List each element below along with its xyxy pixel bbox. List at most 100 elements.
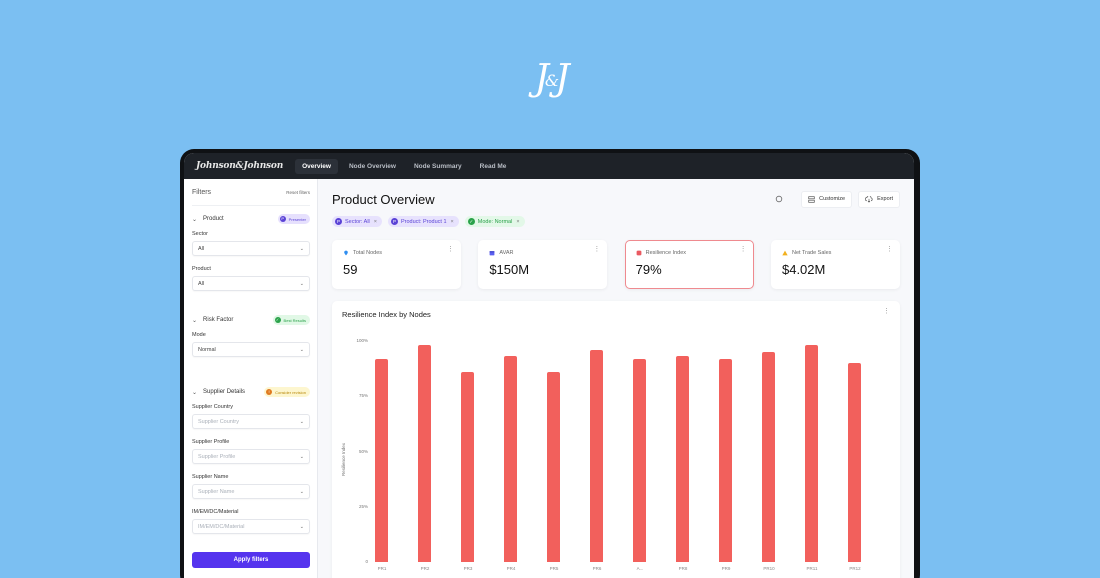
section-title: Product <box>203 216 224 222</box>
y-tick-label: 50% <box>358 448 368 454</box>
bar-pr9[interactable] <box>719 358 732 562</box>
y-tick-label: 100% <box>356 338 368 343</box>
product-label: Product <box>192 266 211 272</box>
badge-icon: P <box>279 216 286 222</box>
x-tick-label: PR3 <box>463 566 473 571</box>
kpi-net-trade-sales[interactable]: Net Trade Sales $4.02M ⋮ <box>770 240 900 289</box>
kpi-label: Net Trade Sales <box>791 250 832 256</box>
product-select[interactable]: All ⌄ <box>192 276 310 291</box>
bar-pr5[interactable] <box>547 371 560 562</box>
section-toggle-supplier-details[interactable]: ⌄ Supplier Details <box>192 389 245 396</box>
bar-pr1[interactable] <box>375 358 388 562</box>
reset-filters-link[interactable]: Reset filters <box>286 190 310 195</box>
main-content: Product Overview Customize Export <box>318 179 914 578</box>
supplier-profile-select[interactable]: Supplier Profile ⌄ <box>192 449 310 464</box>
x-tick-label: PR10 <box>763 566 775 571</box>
select-placeholder: Supplier Name <box>198 488 235 495</box>
kpi-label: AVAR <box>499 250 514 256</box>
bar-pr4[interactable] <box>504 356 517 562</box>
kpi-value: 59 <box>343 262 358 277</box>
chevron-down-icon: ⌄ <box>192 216 198 223</box>
section-toggle-product[interactable]: ⌄ Product <box>192 216 224 223</box>
customize-icon <box>808 195 815 203</box>
section-supplier-details: ⌄ Supplier Details ! Consider revision Su… <box>192 387 310 534</box>
resilience-chart-card: Resilience Index by Nodes ⋮ 0 25% 50% 75% 10… <box>332 301 900 578</box>
export-label: Export <box>877 196 893 202</box>
export-button[interactable]: Export <box>858 190 900 208</box>
select-placeholder: Supplier Profile <box>198 453 236 460</box>
supplier-country-label: Supplier Country <box>192 404 233 410</box>
bar-a[interactable] <box>633 358 646 562</box>
kpi-avar[interactable]: AVAR $150M ⋮ <box>478 240 608 289</box>
more-options-icon[interactable]: ⋮ <box>883 308 890 315</box>
search-button[interactable] <box>771 191 787 207</box>
kpi-cards: Total Nodes 59 ⋮ AVAR $150M ⋮ Resilience… <box>332 240 900 289</box>
supplier-country-select[interactable]: Supplier Country ⌄ <box>192 414 310 429</box>
mode-select[interactable]: Normal ⌄ <box>192 342 310 357</box>
x-tick-label: PR5 <box>549 566 559 571</box>
chevron-down-icon: ⌄ <box>192 389 198 396</box>
filter-chip-product: P Product: Product 1 × <box>387 216 459 227</box>
more-options-icon[interactable]: ⋮ <box>739 246 747 253</box>
bar-pr12[interactable] <box>848 363 861 562</box>
more-options-icon[interactable]: ⋮ <box>885 246 893 253</box>
warning-icon: ! <box>266 389 273 395</box>
bar-pr8[interactable] <box>676 356 689 562</box>
supplier-name-select[interactable]: Supplier Name ⌄ <box>192 484 310 499</box>
chart-title: Resilience Index by Nodes <box>342 310 431 319</box>
location-pin-icon <box>344 250 348 256</box>
chevron-down-icon: ⌄ <box>299 245 304 252</box>
chevron-down-icon: ⌄ <box>299 346 304 353</box>
chip-icon: ✓ <box>467 218 475 225</box>
kpi-label: Resilience Index <box>645 250 687 256</box>
apply-filters-button[interactable]: Apply filters <box>192 552 310 568</box>
close-icon[interactable]: × <box>450 218 454 225</box>
filters-sidebar: Filters Reset filters ⌄ Product P Present… <box>184 179 318 578</box>
close-icon[interactable]: × <box>373 218 377 225</box>
badge-label: Presenter <box>288 216 306 222</box>
supplier-name-label: Supplier Name <box>192 474 229 480</box>
section-toggle-risk-factor[interactable]: ⌄ Risk Factor <box>192 317 233 324</box>
y-tick-label: 75% <box>358 393 368 399</box>
section-title: Risk Factor <box>203 317 234 323</box>
material-select[interactable]: IM/EM/DC/Material ⌄ <box>192 519 310 534</box>
supplier-profile-label: Supplier Profile <box>192 439 230 445</box>
x-tick-label: PR1 <box>377 566 387 571</box>
top-navbar: Johnson&Johnson Overview Node Overview N… <box>184 153 914 179</box>
nav-node-overview[interactable]: Node Overview <box>348 162 396 170</box>
chevron-down-icon: ⌄ <box>299 488 304 495</box>
bar-pr11[interactable] <box>805 345 818 562</box>
active-filter-chips: P Sector: All × P Product: Product 1 × ✓ Mode… <box>332 216 900 227</box>
best-results-badge: ✓ Best Results <box>272 315 310 325</box>
x-tick-label: A... <box>636 566 644 571</box>
laptop-frame: Johnson&Johnson Overview Node Overview N… <box>180 149 920 578</box>
filters-title: Filters <box>192 189 212 196</box>
kpi-total-nodes[interactable]: Total Nodes 59 ⋮ <box>332 240 461 289</box>
bar-pr2[interactable] <box>418 345 431 562</box>
chip-label: Mode: Normal <box>477 218 513 225</box>
customize-button[interactable]: Customize <box>801 190 853 208</box>
bar-pr6[interactable] <box>590 349 603 562</box>
kpi-value: $4.02M <box>781 262 826 277</box>
y-tick-label: 0 <box>365 559 368 564</box>
chevron-down-icon: ⌄ <box>299 280 304 287</box>
bar-pr3[interactable] <box>461 371 474 562</box>
bar-pr10[interactable] <box>762 352 775 562</box>
customize-label: Customize <box>819 196 846 202</box>
x-tick-label: PR9 <box>721 566 731 571</box>
select-value: All <box>198 245 205 252</box>
calendar-icon <box>489 251 495 256</box>
chevron-down-icon: ⌄ <box>299 418 304 425</box>
more-options-icon[interactable]: ⋮ <box>447 246 454 253</box>
chevron-down-icon: ⌄ <box>299 523 304 530</box>
jnj-logo: J&J <box>534 58 569 99</box>
filter-chip-sector: P Sector: All × <box>332 216 382 227</box>
close-icon[interactable]: × <box>516 218 520 225</box>
nav-overview[interactable]: Overview <box>295 158 338 174</box>
nav-node-summary[interactable]: Node Summary <box>413 162 462 170</box>
filter-chip-mode: ✓ Mode: Normal × <box>464 216 525 227</box>
nav-read-me[interactable]: Read Me <box>479 162 507 170</box>
kpi-resilience-index[interactable]: Resilience Index 79% ⋮ <box>624 240 754 289</box>
more-options-icon[interactable]: ⋮ <box>593 246 601 253</box>
sector-select[interactable]: All ⌄ <box>192 241 310 256</box>
